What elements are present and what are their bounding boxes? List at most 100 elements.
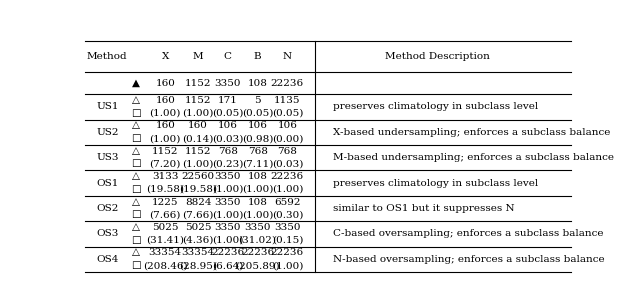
Text: (7.66): (7.66) xyxy=(150,210,181,219)
Text: □: □ xyxy=(131,261,140,270)
Text: 3350: 3350 xyxy=(214,198,241,207)
Text: (1.00): (1.00) xyxy=(212,185,243,194)
Text: 160: 160 xyxy=(156,96,175,105)
Text: M-based undersampling; enforces a subclass balance: M-based undersampling; enforces a subcla… xyxy=(333,153,614,162)
Text: 768: 768 xyxy=(277,147,297,156)
Text: (1.00): (1.00) xyxy=(182,109,214,118)
Text: US1: US1 xyxy=(96,102,118,111)
Text: 3350: 3350 xyxy=(274,223,301,232)
Text: 1152: 1152 xyxy=(185,96,211,105)
Text: △: △ xyxy=(132,223,140,232)
Text: OS4: OS4 xyxy=(96,255,118,264)
Text: 160: 160 xyxy=(156,79,175,88)
Text: (0.03): (0.03) xyxy=(271,160,303,168)
Text: 5025: 5025 xyxy=(152,223,179,232)
Text: X-based undersampling; enforces a subclass balance: X-based undersampling; enforces a subcla… xyxy=(333,128,611,137)
Text: 171: 171 xyxy=(218,96,237,105)
Text: M: M xyxy=(193,52,204,61)
Text: (0.05): (0.05) xyxy=(212,109,243,118)
Text: △: △ xyxy=(132,172,140,181)
Text: (1.00): (1.00) xyxy=(150,134,181,143)
Text: (28.95): (28.95) xyxy=(179,261,217,270)
Text: 33354: 33354 xyxy=(182,249,214,257)
Text: (0.14): (0.14) xyxy=(182,134,214,143)
Text: (7.20): (7.20) xyxy=(150,160,181,168)
Text: 160: 160 xyxy=(156,121,175,130)
Text: US2: US2 xyxy=(96,128,118,137)
Text: 6592: 6592 xyxy=(274,198,301,207)
Text: (0.30): (0.30) xyxy=(271,210,303,219)
Text: OS1: OS1 xyxy=(96,179,118,188)
Text: 1152: 1152 xyxy=(185,147,211,156)
Text: □: □ xyxy=(131,160,140,168)
Text: (1.00): (1.00) xyxy=(150,109,181,118)
Text: (1.00): (1.00) xyxy=(212,210,243,219)
Text: preserves climatology in subclass level: preserves climatology in subclass level xyxy=(333,102,538,111)
Text: (0.23): (0.23) xyxy=(212,160,243,168)
Text: (1.00): (1.00) xyxy=(242,210,273,219)
Text: ▲: ▲ xyxy=(132,79,140,88)
Text: (7.11): (7.11) xyxy=(242,160,273,168)
Text: △: △ xyxy=(132,121,140,130)
Text: (0.03): (0.03) xyxy=(212,134,243,143)
Text: 3350: 3350 xyxy=(214,172,241,181)
Text: (0.05): (0.05) xyxy=(242,109,273,118)
Text: (31.02): (31.02) xyxy=(239,236,276,245)
Text: (19.58): (19.58) xyxy=(179,185,217,194)
Text: 3133: 3133 xyxy=(152,172,179,181)
Text: X: X xyxy=(162,52,169,61)
Text: (0.15): (0.15) xyxy=(271,236,303,245)
Text: (6.64): (6.64) xyxy=(212,261,243,270)
Text: □: □ xyxy=(131,236,140,245)
Text: 22236: 22236 xyxy=(271,249,304,257)
Text: (1.00): (1.00) xyxy=(212,236,243,245)
Text: N-based oversampling; enforces a subclass balance: N-based oversampling; enforces a subclas… xyxy=(333,255,605,264)
Text: 3350: 3350 xyxy=(244,223,271,232)
Text: (19.58): (19.58) xyxy=(147,185,184,194)
Text: 3350: 3350 xyxy=(214,223,241,232)
Text: 768: 768 xyxy=(218,147,237,156)
Text: 108: 108 xyxy=(248,79,268,88)
Text: B: B xyxy=(253,52,261,61)
Text: 3350: 3350 xyxy=(214,79,241,88)
Text: □: □ xyxy=(131,210,140,219)
Text: △: △ xyxy=(132,96,140,105)
Text: 22236: 22236 xyxy=(271,79,304,88)
Text: (4.36): (4.36) xyxy=(182,236,214,245)
Text: 22236: 22236 xyxy=(211,249,244,257)
Text: 1152: 1152 xyxy=(152,147,179,156)
Text: 22560: 22560 xyxy=(182,172,214,181)
Text: 160: 160 xyxy=(188,121,208,130)
Text: 768: 768 xyxy=(248,147,268,156)
Text: (7.66): (7.66) xyxy=(182,210,214,219)
Text: 106: 106 xyxy=(277,121,297,130)
Text: (1.00): (1.00) xyxy=(182,160,214,168)
Text: △: △ xyxy=(132,198,140,207)
Text: OS3: OS3 xyxy=(96,229,118,238)
Text: 106: 106 xyxy=(248,121,268,130)
Text: □: □ xyxy=(131,109,140,118)
Text: 1135: 1135 xyxy=(274,96,301,105)
Text: 1152: 1152 xyxy=(185,79,211,88)
Text: Method: Method xyxy=(87,52,127,61)
Text: 108: 108 xyxy=(248,172,268,181)
Text: 5025: 5025 xyxy=(185,223,211,232)
Text: 106: 106 xyxy=(218,121,237,130)
Text: 33354: 33354 xyxy=(148,249,182,257)
Text: preserves climatology in subclass level: preserves climatology in subclass level xyxy=(333,179,538,188)
Text: C-based oversampling; enforces a subclass balance: C-based oversampling; enforces a subclas… xyxy=(333,229,604,238)
Text: OS2: OS2 xyxy=(96,204,118,213)
Text: (208.46): (208.46) xyxy=(143,261,188,270)
Text: (1.00): (1.00) xyxy=(271,185,303,194)
Text: 22236: 22236 xyxy=(271,172,304,181)
Text: (1.00): (1.00) xyxy=(271,261,303,270)
Text: □: □ xyxy=(131,134,140,143)
Text: N: N xyxy=(283,52,292,61)
Text: □: □ xyxy=(131,185,140,194)
Text: 8824: 8824 xyxy=(185,198,211,207)
Text: (1.00): (1.00) xyxy=(242,185,273,194)
Text: (0.00): (0.00) xyxy=(271,134,303,143)
Text: 22236: 22236 xyxy=(241,249,274,257)
Text: (31.41): (31.41) xyxy=(147,236,184,245)
Text: C: C xyxy=(224,52,232,61)
